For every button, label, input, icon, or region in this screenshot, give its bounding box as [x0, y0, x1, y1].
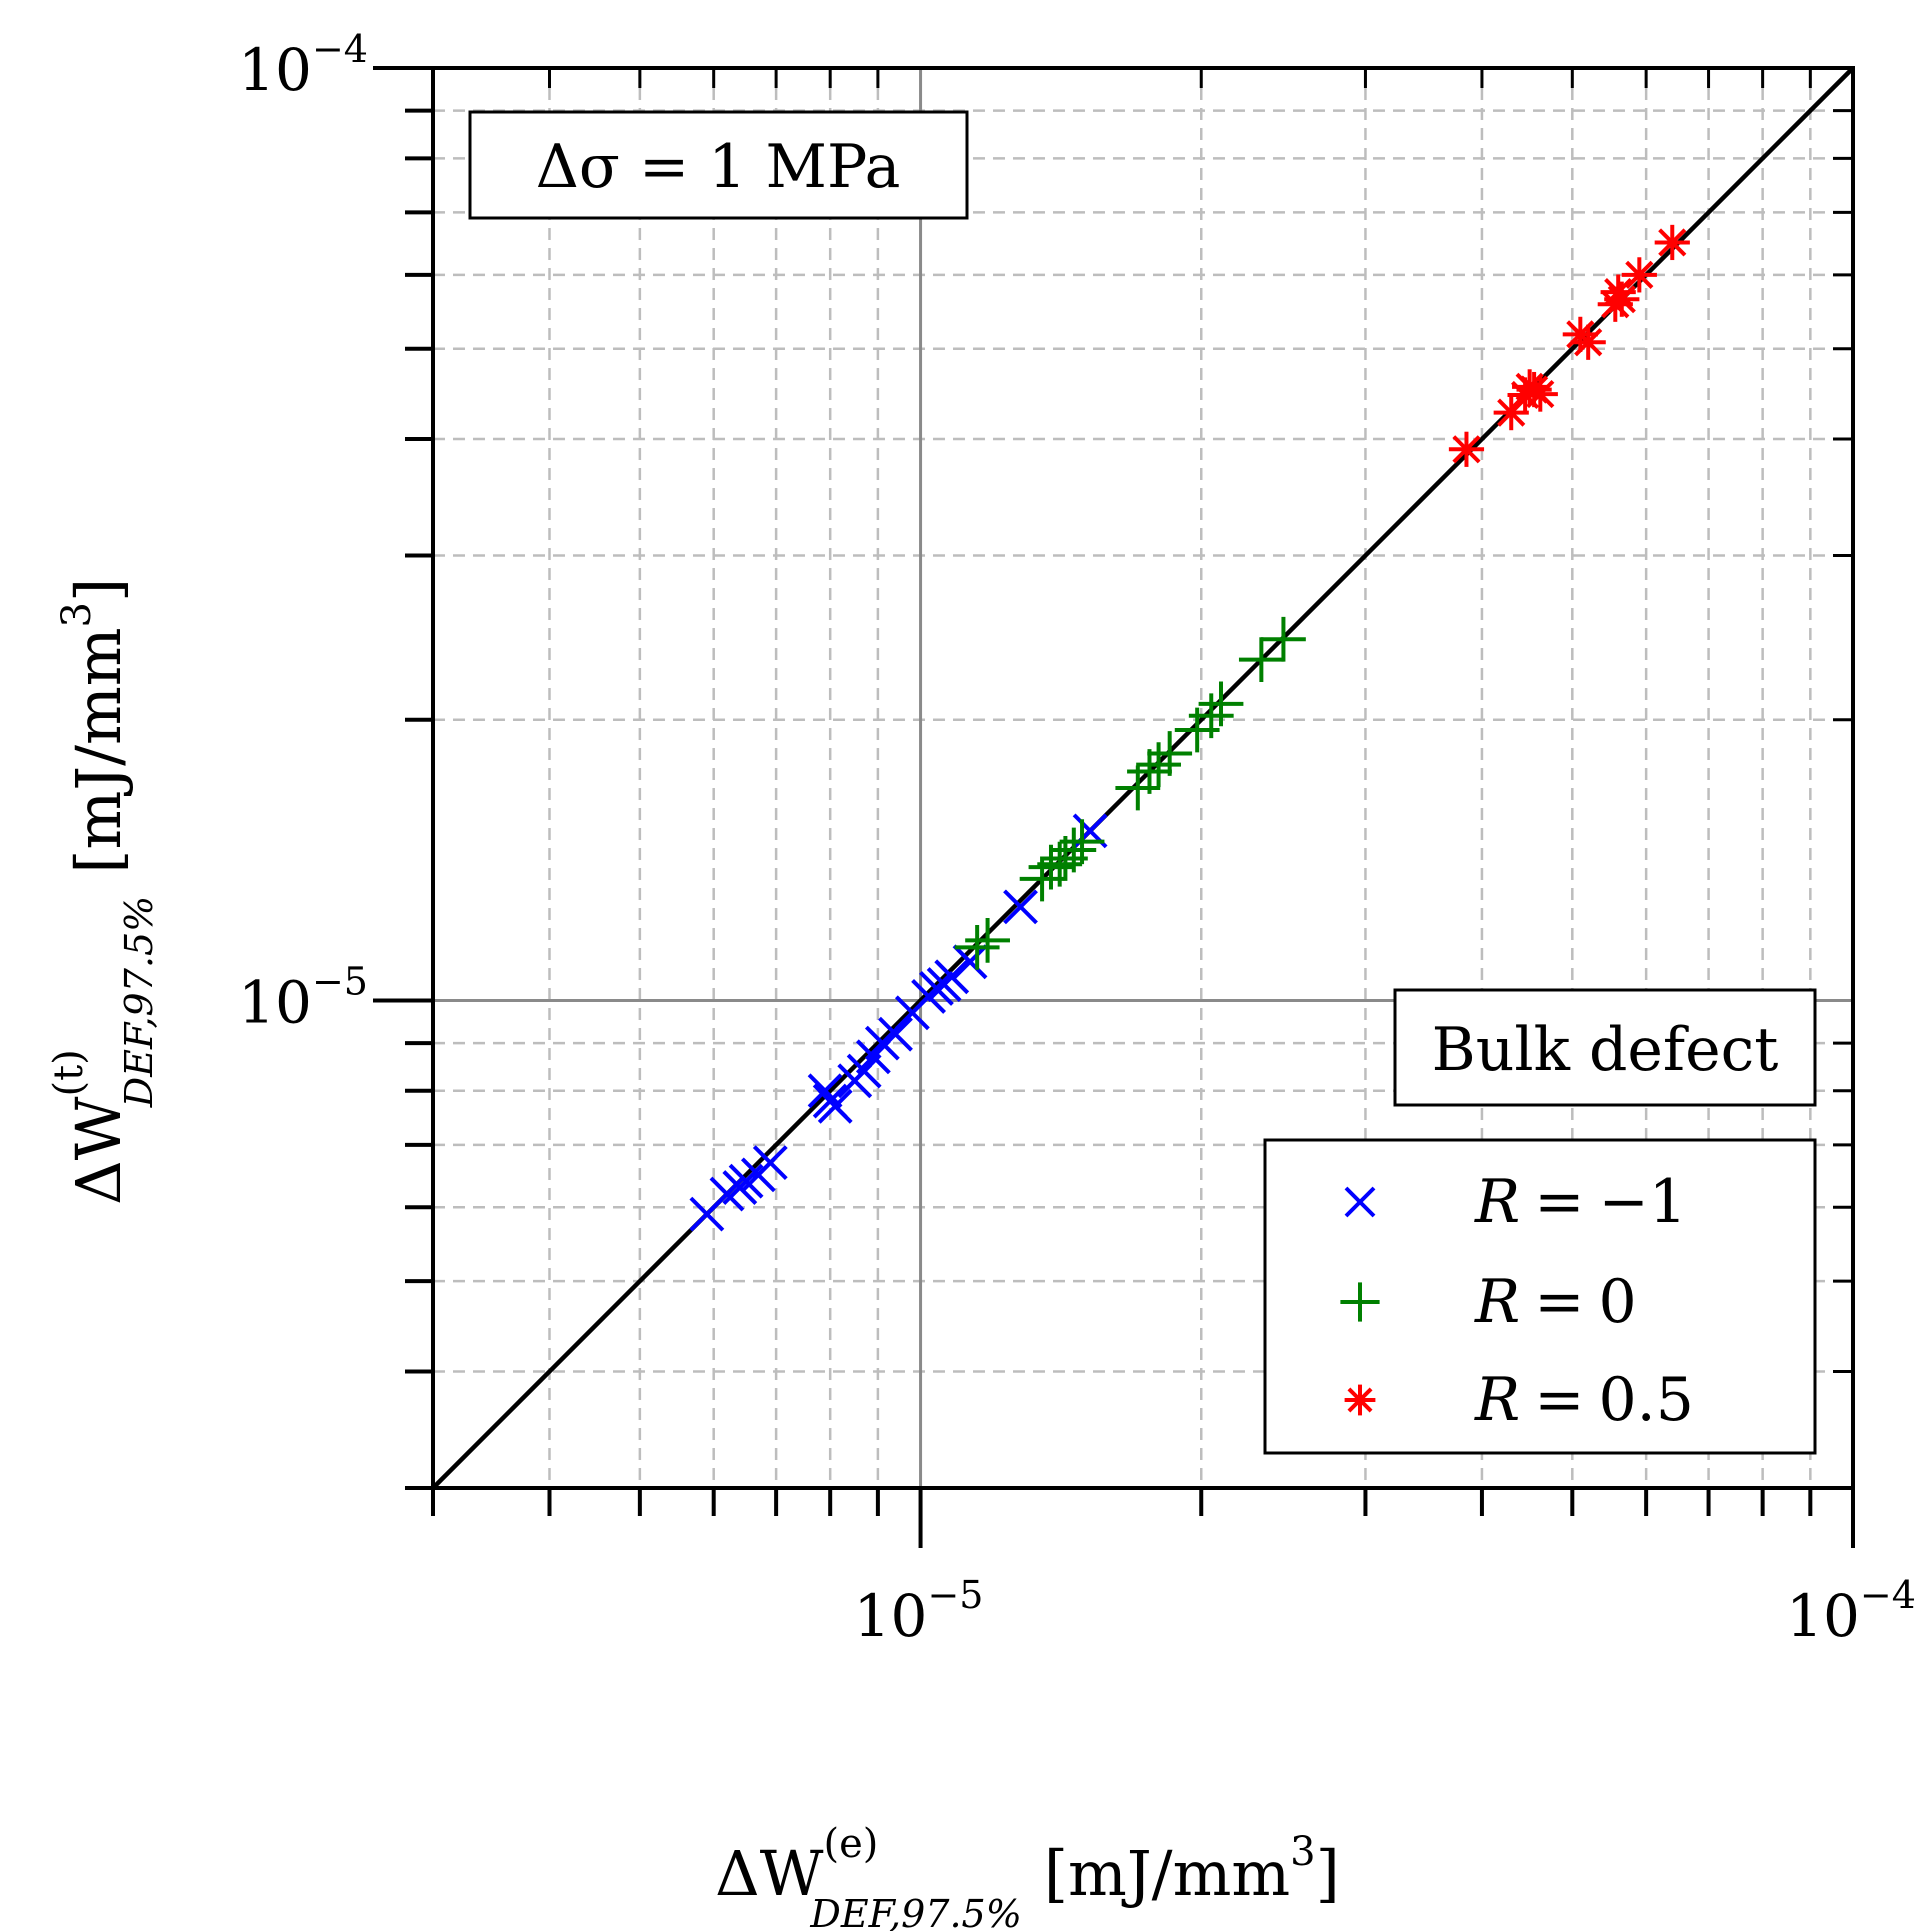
x-axis-label-prefix: ΔW — [715, 1837, 824, 1910]
legend-val: −1 — [1598, 1167, 1686, 1237]
data-point-series-2 — [1448, 431, 1485, 467]
data-point-series-1 — [1238, 637, 1284, 683]
data-point-series-0-stroke — [878, 1016, 913, 1052]
y-axis-label-superscript: (t) — [46, 1049, 92, 1096]
legend-eq: = — [1534, 1267, 1584, 1337]
legend-label-r-0: R = 0 — [1474, 1267, 1637, 1337]
x-axis-label-subscript: DEF,97.5% — [809, 1892, 1021, 1931]
data-point-series-0 — [752, 1145, 788, 1181]
y-axis-label-subscript: DEF,97.5% — [117, 896, 161, 1108]
x-axis-label-unit-exponent: 3 — [1290, 1829, 1315, 1875]
data-point-series-0-stroke — [934, 959, 970, 995]
y-axis-label-unit: [mJ/mm — [62, 627, 135, 873]
data-point-series-2 — [1570, 324, 1606, 360]
data-point-series-0 — [952, 944, 988, 980]
y-axis-label-unit-exponent: 3 — [54, 602, 100, 627]
data-point-series-2 — [1493, 395, 1529, 431]
plot-frame — [431, 66, 1855, 1490]
delta-sigma-annotation: Δσ = 1 MPa — [468, 110, 969, 220]
data-point-series-0 — [934, 959, 970, 995]
legend-var: R — [1474, 1267, 1520, 1337]
data-point-series-0-stroke — [1003, 889, 1038, 925]
data-point-series-2 — [1621, 257, 1657, 293]
legend-marker-2-stroke — [1347, 1387, 1373, 1413]
bulk-defect-annotation: Bulk defect — [1393, 988, 1817, 1107]
data-point-series-1 — [1147, 731, 1193, 776]
x-axis-label-unit-close: ] — [1316, 1837, 1340, 1910]
legend-label-r-minus1: R = −1 — [1474, 1167, 1687, 1237]
data-point-series-2 — [1604, 281, 1640, 317]
y-axis-label-unit-close: ] — [62, 578, 135, 602]
legend-var: R — [1474, 1365, 1520, 1435]
data-point-series-2-stroke — [1452, 435, 1481, 464]
data-point-series-0 — [919, 971, 954, 1006]
x-axis-label: ΔW(e) DEF,97.5% [mJ/mm3] — [715, 1821, 1340, 1931]
data-point-series-0-stroke — [807, 1073, 843, 1109]
x-tick-label: 10−5 — [854, 1573, 984, 1650]
legend-marker-0 — [1344, 1186, 1376, 1218]
data-point-series-0 — [807, 1073, 843, 1109]
data-point-series-0 — [817, 1088, 853, 1124]
y-axis-label: ΔW(t) DEF,97.5% [mJ/mm3] — [46, 578, 161, 1205]
y-tick-label: 10−4 — [238, 27, 368, 104]
data-point-series-2 — [1522, 376, 1558, 412]
legend-markers — [1340, 1186, 1380, 1416]
legend-eq: = — [1534, 1365, 1584, 1435]
data-point-series-2-stroke — [1497, 398, 1526, 427]
legend-val: 0 — [1598, 1267, 1636, 1337]
data-point-series-2-stroke — [1658, 228, 1687, 257]
data-point-series-2-stroke — [1625, 260, 1654, 289]
y-axis-label-prefix: ΔW — [62, 1096, 135, 1205]
x-axis-label-superscript: (e) — [824, 1821, 879, 1867]
x-axis-label-unit: [mJ/mm — [1044, 1837, 1290, 1910]
legend: R = −1 R = 0 R = 0.5 — [1263, 1138, 1817, 1455]
legend-eq: = — [1534, 1167, 1584, 1237]
y-tick-label: 10−5 — [238, 959, 368, 1036]
data-point-series-0-stroke — [919, 971, 954, 1006]
data-point-series-0-stroke — [817, 1088, 853, 1124]
legend-val: 0.5 — [1598, 1365, 1693, 1435]
data-point-series-1 — [965, 917, 1010, 963]
x-tick-label: 10−4 — [1786, 1573, 1916, 1650]
bulk-defect-text: Bulk defect — [1432, 1015, 1779, 1085]
data-point-series-1 — [1198, 681, 1244, 727]
legend-label-r-0-5: R = 0.5 — [1474, 1365, 1694, 1435]
delta-sigma-text: Δσ = 1 MPa — [536, 132, 901, 202]
data-point-series-2 — [1654, 224, 1690, 261]
delta-sigma-box — [468, 110, 969, 220]
data-point-series-1 — [1136, 742, 1181, 788]
data-point-series-1 — [1188, 693, 1234, 739]
legend-var: R — [1474, 1167, 1520, 1237]
data-point-series-2-stroke — [1574, 328, 1603, 357]
data-points — [689, 224, 1690, 1232]
legend-marker-2 — [1344, 1384, 1376, 1416]
data-point-series-1 — [1059, 819, 1105, 865]
data-point-series-1 — [1051, 827, 1097, 873]
tick-labels: 10−5 10−4 10−5 10−4 — [238, 27, 1916, 1650]
data-point-series-2-stroke — [1526, 379, 1555, 409]
data-point-series-0-stroke — [952, 944, 988, 980]
axis-ticks — [373, 66, 1855, 1548]
data-point-series-0 — [1003, 889, 1038, 925]
data-point-series-0 — [878, 1016, 913, 1052]
legend-marker-1 — [1340, 1282, 1380, 1322]
data-point-series-1 — [954, 924, 1000, 970]
legend-marker-0-stroke — [1344, 1186, 1376, 1218]
grid-lines — [431, 68, 1853, 1490]
data-point-series-2-stroke — [1607, 285, 1636, 314]
data-point-series-1 — [1261, 616, 1306, 662]
data-point-series-1 — [1127, 749, 1172, 794]
data-point-series-0-stroke — [752, 1145, 788, 1181]
bulk-defect-box — [1393, 988, 1817, 1107]
